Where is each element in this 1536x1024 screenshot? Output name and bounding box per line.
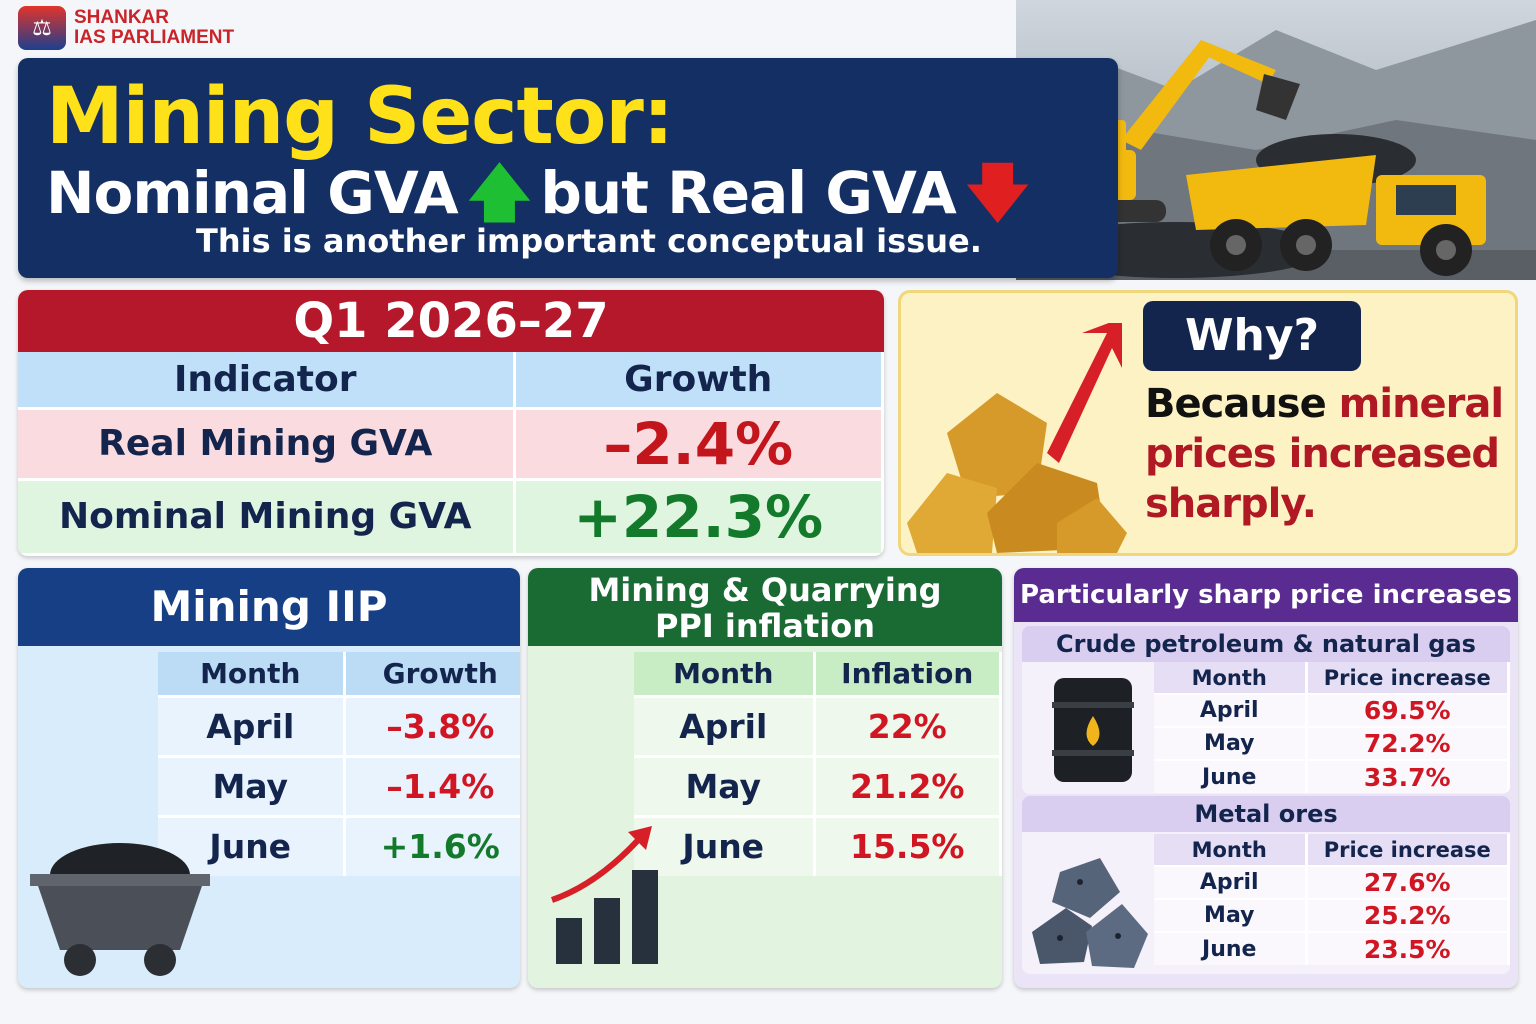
row-value: 72.2% [1306,726,1510,760]
table-row: May 21.2% [634,754,1002,816]
why-pill: Why? [1143,301,1361,371]
banner-note: This is another important conceptual iss… [196,222,982,260]
row-month: June [634,814,816,876]
col-growth: Growth [344,652,520,696]
table-row: May 25.2% [1154,898,1510,932]
subtitle-part-a: Nominal GVA [46,159,459,227]
col-price: Price increase [1306,662,1510,694]
row-value: 22% [814,694,1002,756]
crude-title: Crude petroleum & natural gas [1022,626,1510,662]
ppi-heading-line-2: PPI inflation [654,607,876,645]
table-row: June +1.6% [158,814,520,876]
col-indicator: Indicator [18,352,516,408]
row-value: 15.5% [814,814,1002,876]
row-month: May [158,754,346,816]
table-row: April 69.5% [1154,693,1510,727]
oil-barrel-icon [1052,678,1134,782]
row-value: 27.6% [1306,865,1510,899]
q1-gva-table-card: Q1 2026–27 Indicator Growth Real Mining … [18,290,884,556]
table-row: May 72.2% [1154,726,1510,760]
col-inflation: Inflation [814,652,1002,696]
brand-line-2: IAS PARLIAMENT [74,27,235,48]
row-month: May [634,754,816,816]
brand-logo: ⚖ SHANKAR IAS PARLIAMENT [18,6,234,50]
ppi-heading: Mining & Quarrying PPI inflation [528,568,1002,646]
ppi-heading-line-1: Mining & Quarrying [588,571,942,609]
brand-line-1: SHANKAR [74,7,169,28]
why-text-a: Because [1145,381,1327,427]
row-value: –1.4% [344,754,520,816]
q1-heading: Q1 2026–27 [18,290,884,352]
bar-chart-icon [551,826,658,964]
table-row: June 33.7% [1154,759,1510,793]
table-row: April 22% [634,694,1002,756]
why-explanation: Because mineral prices increased sharply… [1145,379,1515,529]
row-value: +22.3% [514,477,884,553]
metal-card: Metal ores Month Price increase April 27… [1022,796,1510,974]
row-label: Nominal Mining GVA [18,477,516,553]
page-subtitle: Nominal GVA 🡅 but Real GVA 🡇 [46,156,1090,229]
table-row: June 23.5% [1154,931,1510,965]
metal-table: Month Price increase April 27.6% May 25.… [1154,834,1510,965]
row-value: –2.4% [514,406,884,479]
table-row: April –3.8% [158,694,520,756]
subtitle-part-b: but Real GVA [540,159,956,227]
row-value: 23.5% [1306,931,1510,965]
table-row: June 15.5% [634,814,1002,876]
sharp-price-panel: Particularly sharp price increases Crude… [1014,568,1518,988]
metal-title: Metal ores [1022,796,1510,832]
parliament-icon: ⚖ [18,6,66,50]
table-row: May –1.4% [158,754,520,816]
col-price: Price increase [1306,834,1510,866]
table-row: April 27.6% [1154,865,1510,899]
iip-heading: Mining IIP [18,568,520,646]
row-label: Real Mining GVA [18,406,516,479]
gold-nugget-icon [907,323,1127,553]
row-month: May [1154,898,1308,932]
crude-card: Crude petroleum & natural gas Month Pric… [1022,626,1510,794]
row-value: 33.7% [1306,759,1510,793]
ppi-inflation-panel: Mining & Quarrying PPI inflation Month I… [528,568,1002,988]
row-value: 21.2% [814,754,1002,816]
down-arrow-icon: 🡇 [965,156,1030,229]
iip-table: Month Growth April –3.8% May –1.4% June … [158,652,520,876]
why-text-b: mineral prices increased sharply. [1145,381,1504,527]
row-month: June [1154,759,1308,793]
col-month: Month [1154,834,1308,866]
table-row: Nominal Mining GVA +22.3% [18,477,884,553]
ppi-table: Month Inflation April 22% May 21.2% June… [634,652,1002,876]
sharp-heading: Particularly sharp price increases [1014,568,1518,622]
row-month: June [1154,931,1308,965]
col-month: Month [158,652,346,696]
col-month: Month [634,652,816,696]
row-value: 25.2% [1306,898,1510,932]
title-banner: Mining Sector: Nominal GVA 🡅 but Real GV… [18,58,1118,278]
col-month: Month [1154,662,1308,694]
row-value: +1.6% [344,814,520,876]
row-month: April [1154,693,1308,727]
brand-text: SHANKAR IAS PARLIAMENT [74,8,234,48]
row-month: April [634,694,816,756]
row-value: 69.5% [1306,693,1510,727]
row-month: June [158,814,346,876]
mining-iip-panel: Mining IIP Month Growth April –3.8% May … [18,568,520,988]
why-panel: Why? Because mineral prices increased sh… [898,290,1518,556]
up-arrow-icon: 🡅 [467,156,532,229]
col-growth: Growth [514,352,884,408]
row-month: April [158,694,346,756]
page-title: Mining Sector: [46,72,674,162]
mine-cart-icon [30,843,210,976]
metal-ore-icon [1032,858,1148,968]
crude-table: Month Price increase April 69.5% May 72.… [1154,662,1510,793]
row-value: –3.8% [344,694,520,756]
q1-gva-table: Indicator Growth Real Mining GVA –2.4% N… [18,352,884,553]
row-month: April [1154,865,1308,899]
row-month: May [1154,726,1308,760]
table-row: Real Mining GVA –2.4% [18,406,884,479]
